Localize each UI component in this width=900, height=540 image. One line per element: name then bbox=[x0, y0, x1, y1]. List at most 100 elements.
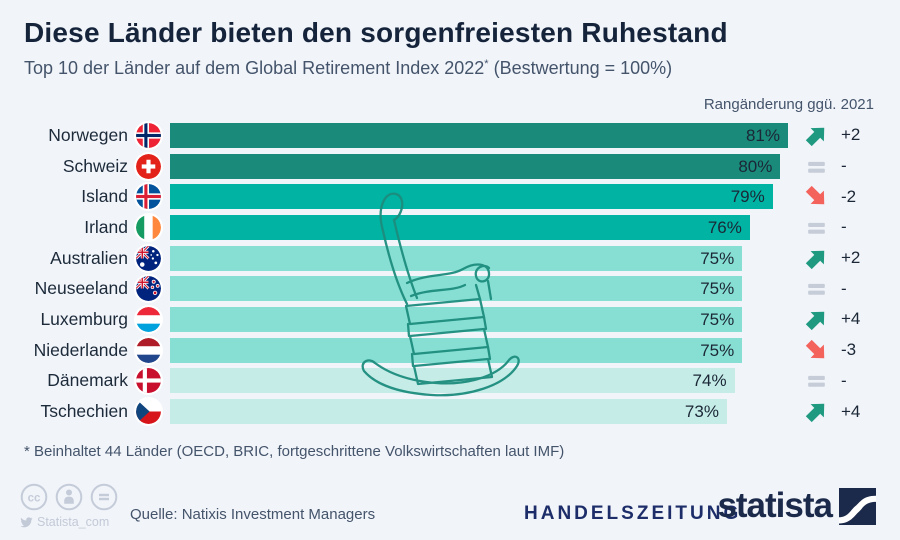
country-label: Island bbox=[81, 186, 128, 207]
flag-newzealand-icon bbox=[136, 276, 161, 302]
bar-value-label: 73% bbox=[684, 402, 719, 422]
flag-australia-icon bbox=[136, 245, 161, 271]
bar-track: 80% bbox=[170, 153, 788, 179]
bar-value-label: 75% bbox=[700, 279, 735, 299]
country-label: Tschechien bbox=[40, 401, 128, 422]
license-block: cc Statista_com bbox=[20, 483, 118, 529]
chart-row: Luxemburg 75% +4 bbox=[24, 304, 876, 335]
source-credit: Quelle: Natixis Investment Managers bbox=[130, 506, 376, 523]
trend-up-icon bbox=[804, 399, 829, 424]
rank-change-column-header: Rangänderung ggü. 2021 bbox=[703, 96, 874, 113]
rank-change-label: - bbox=[841, 156, 847, 176]
bar-track: 73% bbox=[170, 399, 788, 425]
rank-change-label: +4 bbox=[841, 309, 861, 329]
chart-row: Island 79% -2 bbox=[24, 181, 876, 212]
flag-ireland-icon bbox=[136, 214, 161, 240]
trend-up-icon bbox=[804, 246, 829, 271]
rank-change-label: - bbox=[841, 278, 847, 298]
statista-wordmark: statista bbox=[717, 486, 833, 525]
flag-denmark-icon bbox=[136, 368, 161, 394]
trend-same-icon bbox=[804, 276, 829, 301]
value-bar: 80% bbox=[170, 153, 781, 179]
bar-track: 75% bbox=[170, 306, 788, 332]
bar-value-label: 75% bbox=[700, 248, 735, 268]
social-handle: Statista_com bbox=[20, 515, 118, 529]
page-subtitle: Top 10 der Länder auf dem Global Retirem… bbox=[24, 58, 672, 79]
rank-change-label: +4 bbox=[841, 401, 861, 421]
flag-luxembourg-icon bbox=[136, 306, 161, 332]
handelszeitung-logo: HANDELSZEITUNG bbox=[524, 503, 742, 524]
trend-down-icon bbox=[804, 338, 829, 363]
value-bar: 73% bbox=[170, 399, 727, 425]
country-label: Schweiz bbox=[62, 155, 128, 176]
bar-value-label: 79% bbox=[730, 187, 765, 207]
country-label: Luxemburg bbox=[40, 308, 128, 329]
trend-same-icon bbox=[804, 215, 829, 240]
value-bar: 75% bbox=[170, 245, 743, 271]
chart-row: Niederlande 75% -3 bbox=[24, 335, 876, 366]
bar-track: 75% bbox=[170, 276, 788, 302]
footnote: * Beinhaltet 44 Länder (OECD, BRIC, fort… bbox=[24, 443, 565, 460]
bar-value-label: 76% bbox=[707, 217, 742, 237]
rank-change-label: -2 bbox=[841, 186, 857, 206]
country-label: Niederlande bbox=[33, 339, 128, 360]
chart-row: Australien 75% +2 bbox=[24, 243, 876, 274]
trend-same-icon bbox=[804, 154, 829, 179]
chart-row: Schweiz 80% - bbox=[24, 151, 876, 182]
value-bar: 74% bbox=[170, 368, 735, 394]
flag-switzerland-icon bbox=[136, 153, 161, 179]
country-label: Dänemark bbox=[47, 370, 128, 391]
rank-change-label: +2 bbox=[841, 248, 861, 268]
value-bar: 75% bbox=[170, 337, 743, 363]
value-bar: 75% bbox=[170, 306, 743, 332]
country-label: Norwegen bbox=[48, 124, 128, 145]
chart-row: Irland 76% - bbox=[24, 212, 876, 243]
cc-icon: cc bbox=[20, 483, 48, 511]
statista-logo: statista bbox=[717, 487, 876, 525]
country-label: Neuseeland bbox=[34, 278, 128, 299]
social-handle-label: Statista_com bbox=[37, 515, 110, 529]
creative-commons-icons: cc bbox=[20, 483, 118, 511]
bar-value-label: 74% bbox=[692, 371, 727, 391]
value-bar: 75% bbox=[170, 276, 743, 302]
attribution-icon bbox=[55, 483, 83, 511]
trend-same-icon bbox=[804, 368, 829, 393]
rank-change-label: - bbox=[841, 370, 847, 390]
flag-czechia-icon bbox=[136, 399, 161, 425]
subtitle-text: Top 10 der Länder auf dem Global Retirem… bbox=[24, 58, 485, 78]
country-label: Irland bbox=[84, 216, 128, 237]
bar-chart: Norwegen 81% +2 Schweiz 80% - Island 79% -2 Irlan… bbox=[24, 120, 876, 427]
value-bar: 81% bbox=[170, 122, 788, 148]
trend-up-icon bbox=[804, 307, 829, 332]
chart-row: Tschechien 73% +4 bbox=[24, 396, 876, 427]
twitter-bird-icon bbox=[20, 516, 33, 527]
value-bar: 76% bbox=[170, 214, 750, 240]
trend-down-icon bbox=[804, 184, 829, 209]
bar-value-label: 75% bbox=[700, 309, 735, 329]
country-label: Australien bbox=[50, 247, 128, 268]
bar-track: 74% bbox=[170, 368, 788, 394]
bar-track: 76% bbox=[170, 214, 788, 240]
bar-value-label: 80% bbox=[738, 156, 773, 176]
flag-netherlands-icon bbox=[136, 337, 161, 363]
svg-text:cc: cc bbox=[28, 492, 41, 504]
bar-value-label: 75% bbox=[700, 340, 735, 360]
chart-row: Neuseeland 75% - bbox=[24, 273, 876, 304]
rank-change-label: - bbox=[841, 217, 847, 237]
bar-value-label: 81% bbox=[745, 125, 780, 145]
chart-row: Dänemark 74% - bbox=[24, 366, 876, 397]
statista-square-icon bbox=[839, 487, 876, 525]
rank-change-label: +2 bbox=[841, 125, 861, 145]
trend-up-icon bbox=[804, 123, 829, 148]
flag-norway-icon bbox=[136, 122, 161, 148]
bar-track: 79% bbox=[170, 184, 788, 210]
bar-track: 75% bbox=[170, 245, 788, 271]
value-bar: 79% bbox=[170, 184, 773, 210]
chart-row: Norwegen 81% +2 bbox=[24, 120, 876, 151]
bar-track: 75% bbox=[170, 337, 788, 363]
bar-track: 81% bbox=[170, 122, 788, 148]
nd-equal-icon bbox=[90, 483, 118, 511]
page-title: Diese Länder bieten den sorgenfreiesten … bbox=[24, 17, 728, 48]
rank-change-label: -3 bbox=[841, 340, 857, 360]
